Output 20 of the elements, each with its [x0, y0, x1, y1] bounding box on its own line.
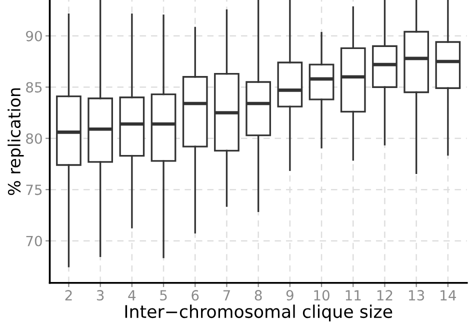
- x-tick-label: 5: [160, 290, 167, 301]
- x-tick-label: 8: [254, 290, 262, 301]
- x-tick-label: 9: [286, 290, 294, 301]
- x-tick-label: 10: [314, 290, 330, 301]
- x-tick-label: 7: [223, 290, 230, 300]
- x-tick-label: 11: [346, 290, 361, 300]
- y-tick-label: 70: [26, 236, 42, 246]
- y-tick-label: 85: [26, 82, 42, 93]
- y-tick-label: 80: [26, 133, 42, 144]
- y-tick-label: 90: [26, 30, 42, 42]
- y-tick-label: 75: [26, 184, 42, 196]
- x-axis-title: Inter−chromosomal clique size: [125, 304, 392, 322]
- x-tick-label: 2: [65, 290, 72, 300]
- x-tick-label: 14: [440, 290, 456, 300]
- x-tick-label: 4: [128, 290, 136, 300]
- x-tick-label: 13: [409, 290, 424, 301]
- x-tick-label: 3: [96, 290, 104, 301]
- y-axis-title: % replication: [8, 88, 24, 196]
- x-tick-label: 12: [377, 290, 392, 300]
- x-tick-label: 6: [192, 290, 199, 301]
